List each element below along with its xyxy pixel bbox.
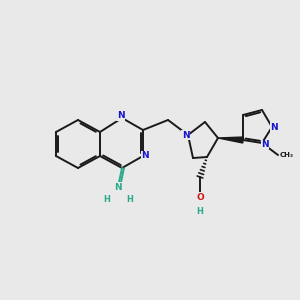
Text: H: H — [196, 208, 203, 217]
Polygon shape — [218, 137, 243, 143]
Text: N: N — [114, 182, 122, 191]
Text: N: N — [261, 140, 269, 149]
Text: N: N — [117, 111, 124, 120]
Text: CH₃: CH₃ — [280, 152, 293, 158]
Text: N: N — [182, 130, 189, 140]
Text: H: H — [127, 196, 134, 205]
Text: H: H — [103, 196, 110, 205]
Text: N: N — [271, 122, 278, 131]
Text: N: N — [142, 152, 149, 160]
Text: O: O — [196, 193, 204, 202]
